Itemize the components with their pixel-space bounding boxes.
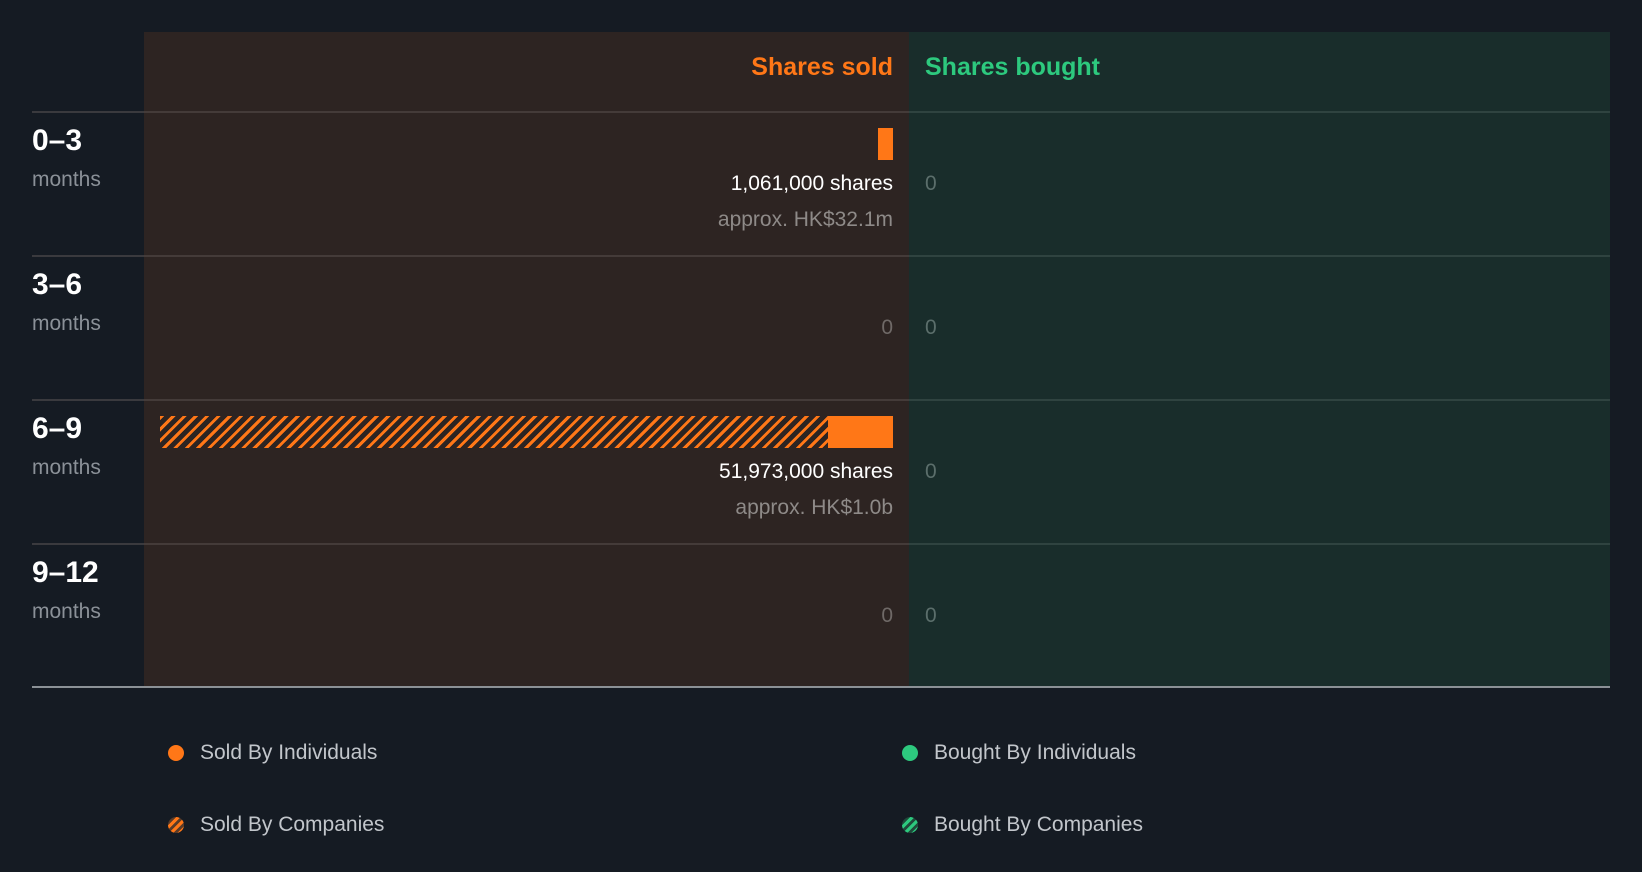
hatched-circle-icon	[902, 817, 918, 833]
period-label: 0–3	[32, 124, 83, 157]
sold-bar[interactable]	[160, 416, 893, 448]
solid-circle-icon	[902, 745, 918, 761]
shares-bought-panel	[909, 32, 1610, 687]
solid-circle-icon	[168, 745, 184, 761]
sold-shares-label: 1,061,000 shares	[730, 172, 893, 195]
period-label: 6–9	[32, 412, 83, 445]
shares-bought-header: Shares bought	[925, 53, 1101, 81]
row-separator	[32, 111, 1610, 113]
row-0-3-months: 0–3 months 1,061,000 shares approx. HK$3…	[0, 112, 1642, 256]
sold-shares-label: 51,973,000 shares	[719, 460, 893, 483]
sold-approx-value: approx. HK$1.0b	[735, 496, 893, 519]
bought-value: 0	[925, 460, 937, 483]
period-unit: months	[32, 312, 101, 335]
row-9-12-months: 9–12 months 0 0	[0, 544, 1642, 688]
sold-value: 0	[881, 316, 893, 339]
sold-approx-value: approx. HK$32.1m	[717, 208, 893, 231]
bought-value: 0	[925, 316, 937, 339]
period-unit: months	[32, 168, 101, 191]
sold-individuals-segment[interactable]	[878, 128, 893, 160]
legend-sold-companies[interactable]: Sold By Companies	[168, 813, 384, 837]
legend-label: Sold By Individuals	[200, 741, 378, 764]
row-separator	[32, 399, 1610, 401]
legend-bought-companies[interactable]: Bought By Companies	[902, 813, 1143, 837]
shares-sold-header: Shares sold	[751, 53, 893, 81]
row-separator	[32, 255, 1610, 257]
period-unit: months	[32, 456, 101, 479]
row-6-9-months: 6–9 months 51,973,000 shares approx. HK$…	[0, 400, 1642, 544]
legend-label: Bought By Individuals	[934, 741, 1136, 764]
sold-bar[interactable]	[878, 128, 893, 160]
shares-sold-panel	[144, 32, 909, 687]
row-separator	[32, 543, 1610, 545]
legend-label: Bought By Companies	[934, 813, 1143, 836]
row-3-6-months: 3–6 months 0 0	[0, 256, 1642, 400]
bought-value: 0	[925, 604, 937, 627]
period-label: 9–12	[32, 556, 99, 589]
baseline-axis	[32, 686, 1610, 688]
period-unit: months	[32, 600, 101, 623]
legend-bought-individuals[interactable]: Bought By Individuals	[902, 741, 1136, 765]
hatched-circle-icon	[168, 817, 184, 833]
sold-value: 0	[881, 604, 893, 627]
sold-individuals-segment[interactable]	[828, 416, 893, 448]
period-label: 3–6	[32, 268, 83, 301]
legend-sold-individuals[interactable]: Sold By Individuals	[168, 741, 377, 765]
sold-companies-segment[interactable]	[160, 416, 828, 448]
bought-value: 0	[925, 172, 937, 195]
legend-label: Sold By Companies	[200, 813, 385, 836]
